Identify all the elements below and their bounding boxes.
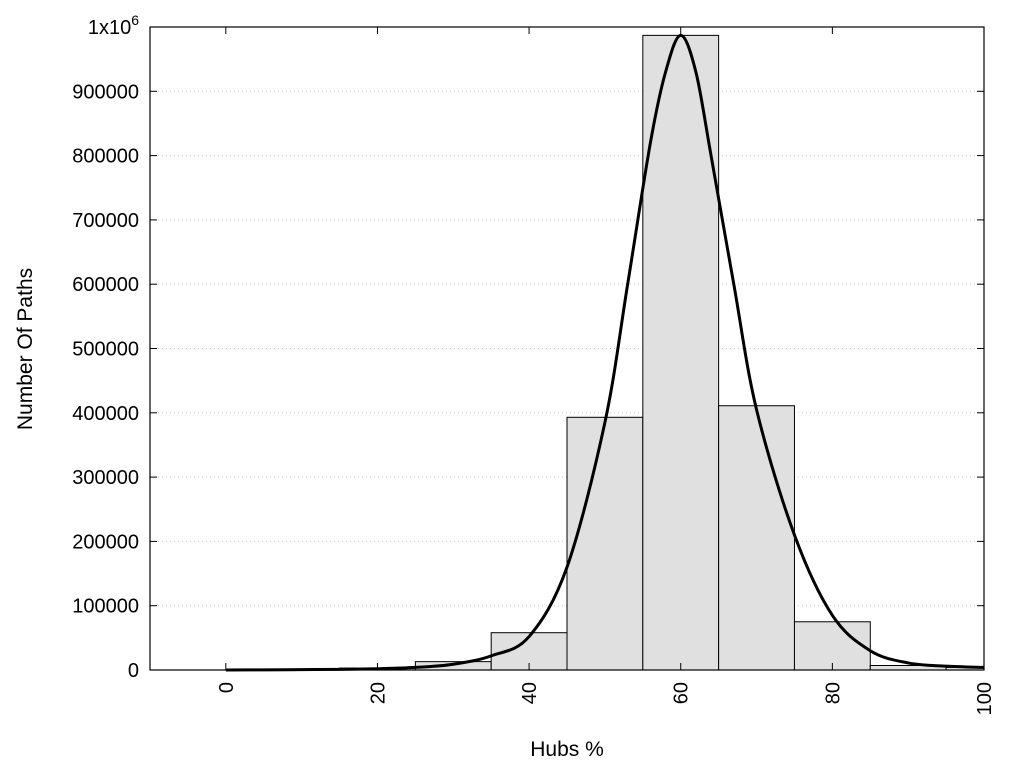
y-axis-title: Number Of Paths bbox=[14, 268, 37, 430]
x-axis-title: Hubs % bbox=[530, 738, 604, 761]
y-tick-label: 0 bbox=[128, 660, 139, 682]
y-tick-label: 900000 bbox=[72, 81, 139, 103]
bar bbox=[718, 405, 795, 671]
fit-curve bbox=[225, 33, 985, 672]
y-tick-label: 500000 bbox=[72, 339, 139, 361]
x-tick-label: 40 bbox=[519, 682, 541, 704]
y-axis: 0 100000 200000 300000 400000 500000 600000 700… bbox=[72, 12, 984, 682]
x-tick-label: 100 bbox=[974, 682, 996, 715]
y-tick-exponent: 6 bbox=[131, 12, 139, 28]
x-axis: 0 20 40 60 80 100 bbox=[216, 27, 996, 715]
fit-curve-line bbox=[225, 33, 985, 672]
bars bbox=[263, 34, 985, 671]
y-tick-label: 300000 bbox=[72, 467, 139, 489]
bar bbox=[642, 34, 720, 671]
bar bbox=[793, 621, 871, 671]
x-tick-label: 80 bbox=[822, 682, 844, 704]
y-tick-label: 200000 bbox=[72, 531, 139, 553]
x-tick-label: 0 bbox=[216, 682, 238, 693]
x-tick-label: 20 bbox=[367, 682, 389, 704]
y-tick-label: 700000 bbox=[72, 210, 139, 232]
y-tick-label: 800000 bbox=[72, 146, 139, 168]
y-tick-label: 1x106 bbox=[88, 12, 139, 39]
y-tick-label: 400000 bbox=[72, 403, 139, 425]
x-tick-label: 60 bbox=[671, 682, 693, 704]
y-tick-label: 600000 bbox=[72, 274, 139, 296]
y-tick-label: 100000 bbox=[72, 596, 139, 618]
bar bbox=[566, 416, 644, 671]
